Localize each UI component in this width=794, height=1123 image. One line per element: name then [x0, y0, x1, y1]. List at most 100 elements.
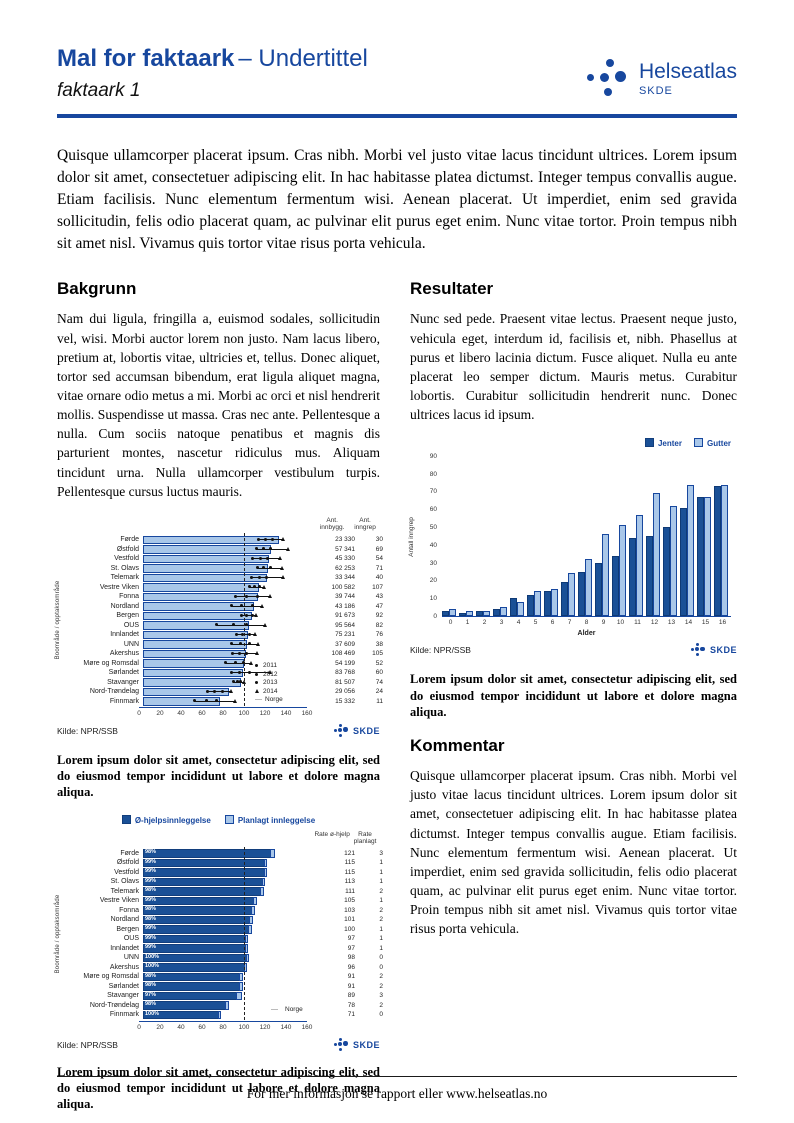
skde-dot — [690, 648, 694, 652]
value-col2: 1 — [379, 878, 383, 886]
value-col2: 92 — [375, 612, 383, 620]
row-label: St. Olavs — [110, 878, 139, 886]
year-point — [205, 689, 209, 693]
rate-bar — [143, 678, 241, 687]
year-range-line — [252, 558, 281, 560]
legend-item: 2013 — [255, 678, 283, 687]
year-point — [212, 689, 216, 693]
bar-jenter — [680, 507, 687, 617]
skde-wordmark: SKDE — [352, 725, 380, 736]
chart-row: St. Olavs 62 253 71 — [67, 563, 383, 573]
percent-label: 98% — [145, 887, 157, 894]
row-label: Telemark — [110, 887, 139, 895]
year-range-line — [231, 672, 271, 674]
year-point — [247, 632, 251, 636]
year-point — [281, 575, 286, 580]
year-point — [228, 689, 233, 694]
value-col1: 57 341 — [335, 545, 355, 553]
y-tick: 20 — [429, 577, 437, 585]
year-point — [262, 566, 266, 570]
chart-row: Vestre Viken 100 582 107 — [67, 582, 383, 592]
horizontal-bar-chart: Ant. innbygg. Ant. inngrep Boområde / oppt… — [55, 516, 383, 738]
year-point — [221, 689, 225, 693]
year-point — [215, 623, 218, 627]
column-header: Ant. inngrep — [354, 516, 376, 532]
value-col2: 69 — [375, 545, 383, 553]
value-col2: 0 — [379, 954, 383, 962]
chart2-caption: Lorem ipsum dolor sit amet, consectetur … — [410, 672, 737, 719]
bars-area — [442, 456, 731, 618]
value-col2: 0 — [379, 963, 383, 971]
chart-row: Nord-Trøndelag 29 056 24 — [67, 687, 383, 697]
year-point — [247, 585, 251, 589]
skde-dot — [338, 723, 342, 727]
value-col1: 62 253 — [335, 564, 355, 572]
legend-item: Gutter — [694, 438, 731, 448]
y-tick: 40 — [429, 541, 437, 549]
row-label: St. Olavs — [110, 564, 139, 572]
value-col2: 52 — [375, 659, 383, 667]
x-tick: 80 — [219, 709, 227, 717]
bar-track: 99% — [143, 934, 319, 944]
rate-bar — [143, 630, 248, 640]
value-col2: 43 — [375, 593, 383, 601]
bar-track — [143, 639, 319, 649]
chart-row: Stavanger 81 507 74 — [67, 677, 383, 687]
legend-swatch — [121, 814, 131, 824]
year-point — [255, 594, 259, 598]
x-tick: 120 — [259, 1023, 271, 1031]
legend-item: 2011 — [255, 661, 283, 670]
chart-row: Fonna 39 744 43 — [67, 592, 383, 602]
bar-track — [143, 611, 319, 621]
bar-track: 99% — [143, 944, 319, 954]
bar-jenter — [663, 527, 670, 617]
year-point — [240, 613, 244, 617]
bar-group — [595, 534, 609, 617]
x-tick: 140 — [280, 709, 292, 717]
rate-bar — [143, 564, 268, 573]
year-point — [233, 661, 237, 665]
legend-label: 2014 — [263, 687, 278, 695]
x-tick: 0 — [137, 709, 141, 717]
row-label: Nordland — [110, 916, 139, 924]
bar-track — [143, 544, 319, 554]
chart-row: Bergen 99% 100 1 — [67, 925, 383, 935]
column-header: Rate planlagt — [353, 830, 377, 846]
value-col1: 71 — [347, 1011, 355, 1019]
x-tick: 100 — [238, 709, 250, 717]
norge-legend: — Norge — [271, 1006, 303, 1013]
year-point — [267, 594, 272, 599]
legend-label: Planlagt innleggelse — [237, 815, 316, 825]
percent-label: 98% — [145, 849, 157, 856]
bar-group — [697, 497, 711, 617]
year-point — [250, 556, 254, 560]
percent-label: 98% — [145, 915, 157, 922]
planlagt-bar — [263, 868, 268, 877]
year-point — [258, 585, 262, 589]
bar-gutter — [483, 610, 490, 617]
bar-track: 98% — [143, 887, 319, 897]
skde-dot — [338, 733, 342, 737]
year-point — [263, 622, 268, 627]
percent-label: 99% — [145, 896, 157, 903]
bar-gutter — [619, 525, 626, 617]
value-col2: 2 — [379, 982, 383, 990]
skde-wordmark: SKDE — [709, 645, 737, 656]
planlagt-bar — [261, 877, 266, 887]
planlagt-bar — [259, 887, 264, 896]
value-col2: 24 — [375, 688, 383, 696]
chart-footer: Kilde: NPR/SSB SKDE — [410, 643, 737, 657]
x-tick: 40 — [177, 1023, 185, 1031]
bar-track: 98% — [143, 982, 319, 992]
bar-jenter — [697, 497, 704, 617]
year-range-line — [207, 691, 232, 693]
value-col2: 2 — [379, 1001, 383, 1009]
bar-track — [143, 677, 319, 687]
year-point — [266, 556, 270, 560]
chart1-caption: Lorem ipsum dolor sit amet, consectetur … — [57, 752, 380, 800]
bar-jenter — [714, 486, 721, 617]
value-col2: 60 — [375, 669, 383, 677]
year-point — [268, 547, 272, 551]
header-titles: Mal for faktaark – Undertittel faktaark 1 — [57, 45, 585, 102]
x-axis: 0 20 40 60 80 100 120 140 160 — [137, 1020, 312, 1036]
